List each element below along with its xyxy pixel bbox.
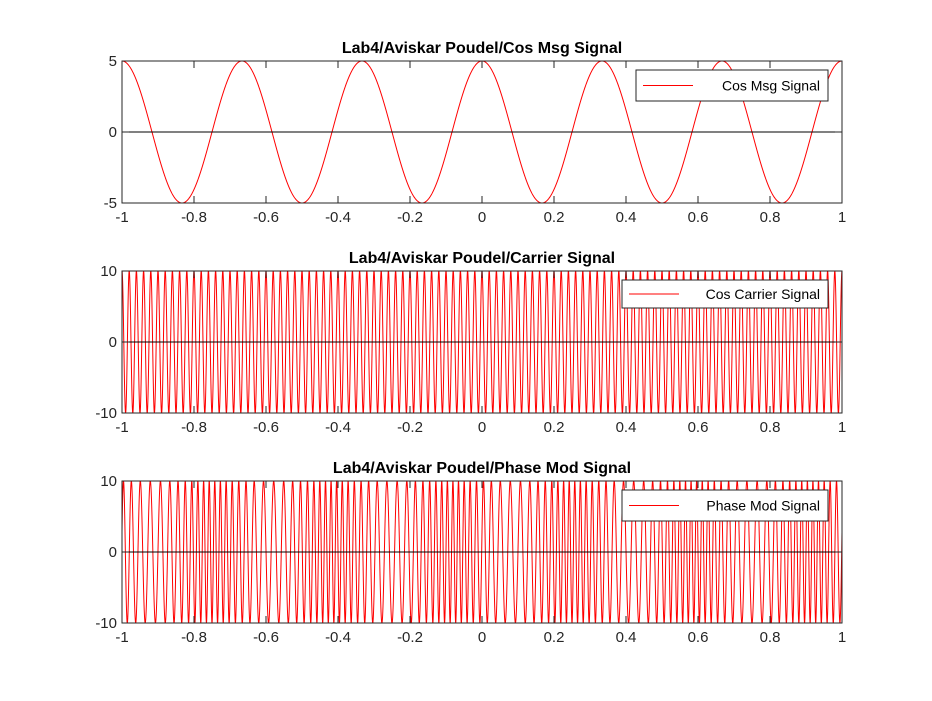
y-tick-label: -10 xyxy=(95,405,117,422)
x-tick-label: 0.6 xyxy=(688,209,709,226)
x-tick-label: 0.8 xyxy=(760,419,781,436)
x-tick-label: -0.6 xyxy=(253,209,279,226)
x-tick-label: 1 xyxy=(838,209,846,226)
x-tick-label: -0.8 xyxy=(181,419,207,436)
legend: Cos Msg Signal xyxy=(636,70,828,101)
axes-layer: -1 -0.8 -0.6 -0.4 -0.2 0 0.2 0.4 0.6 0.8 1 -5 0 5 Lab4… xyxy=(95,40,846,646)
x-tick-label: 0.8 xyxy=(760,629,781,646)
x-tick-label: -1 xyxy=(115,419,128,436)
legend-label: Cos Msg Signal xyxy=(722,78,820,94)
legend: Cos Carrier Signal xyxy=(622,280,828,308)
y-tick-label: 10 xyxy=(100,263,117,280)
x-tick-label: -0.4 xyxy=(325,419,351,436)
x-tick-label: 0.8 xyxy=(760,209,781,226)
x-tick-label: 0.4 xyxy=(616,419,637,436)
x-tick-label: 0 xyxy=(478,209,486,226)
y-tick-label: 5 xyxy=(109,53,117,70)
x-tick-label: 0.4 xyxy=(616,629,637,646)
y-tick-label: 10 xyxy=(100,473,117,490)
legend-label: Cos Carrier Signal xyxy=(706,286,820,302)
y-tick-label: 0 xyxy=(109,544,117,561)
x-tick-label: 0.2 xyxy=(544,209,565,226)
x-tick-label: 0.2 xyxy=(544,419,565,436)
x-tick-label: 0 xyxy=(478,629,486,646)
legend: Phase Mod Signal xyxy=(622,490,828,521)
x-tick-label: 0.6 xyxy=(688,419,709,436)
x-tick-label: -0.8 xyxy=(181,209,207,226)
x-tick-label: 0.2 xyxy=(544,629,565,646)
y-tick-label: -5 xyxy=(104,195,117,212)
x-tick-label: -1 xyxy=(115,209,128,226)
x-tick-label: -0.2 xyxy=(397,419,423,436)
x-tick-label: -0.6 xyxy=(253,629,279,646)
chart-title: Lab4/Aviskar Poudel/Phase Mod Signal xyxy=(333,460,631,477)
x-tick-label: -0.4 xyxy=(325,629,351,646)
chart-title: Lab4/Aviskar Poudel/Cos Msg Signal xyxy=(342,40,622,57)
subplot-2: -1 -0.8 -0.6 -0.4 -0.2 0 0.2 0.4 0.6 0.8 1 -10 0 10 La… xyxy=(95,250,846,436)
x-tick-label: -0.8 xyxy=(181,629,207,646)
x-tick-label: 0.4 xyxy=(616,209,637,226)
x-tick-label: -0.2 xyxy=(397,629,423,646)
x-tick-label: 0.6 xyxy=(688,629,709,646)
x-tick-label: -1 xyxy=(115,629,128,646)
legend-label: Phase Mod Signal xyxy=(706,498,820,514)
x-tick-label: -0.4 xyxy=(325,209,351,226)
x-tick-label: -0.6 xyxy=(253,419,279,436)
x-tick-label: 1 xyxy=(838,419,846,436)
y-tick-label: 0 xyxy=(109,334,117,351)
y-tick-label: -10 xyxy=(95,615,117,632)
y-tick-label: 0 xyxy=(109,124,117,141)
subplot-1: -1 -0.8 -0.6 -0.4 -0.2 0 0.2 0.4 0.6 0.8 1 -5 0 5 Lab4… xyxy=(104,40,847,226)
x-tick-label: 1 xyxy=(838,629,846,646)
x-tick-label: 0 xyxy=(478,419,486,436)
x-tick-label: -0.2 xyxy=(397,209,423,226)
subplot-3: -1 -0.8 -0.6 -0.4 -0.2 0 0.2 0.4 0.6 0.8 1 -10 0 10 La… xyxy=(95,460,846,646)
chart-title: Lab4/Aviskar Poudel/Carrier Signal xyxy=(349,250,615,267)
